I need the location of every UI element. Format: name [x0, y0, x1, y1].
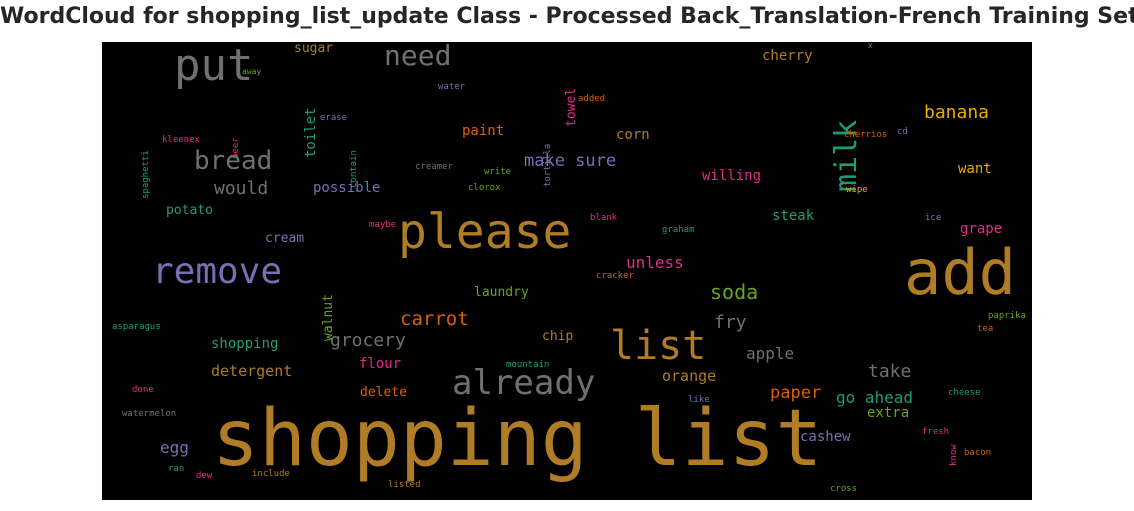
- word-possible: possible: [313, 180, 381, 196]
- word-willing: willing: [702, 168, 762, 184]
- word-blank: blank: [590, 213, 618, 223]
- word-graham: graham: [662, 225, 695, 235]
- word-need: need: [384, 42, 452, 72]
- word-towel: towel: [564, 87, 579, 127]
- word-steak: steak: [772, 208, 815, 224]
- word-cracker: cracker: [596, 271, 634, 281]
- word-unless: unless: [626, 253, 684, 272]
- word-shopping: shopping: [211, 336, 279, 352]
- word-water: water: [438, 82, 466, 92]
- word-add: add: [904, 236, 1016, 309]
- word-carrot: carrot: [400, 308, 469, 330]
- word-paint: paint: [462, 123, 505, 139]
- word-corn: corn: [616, 127, 650, 143]
- word-egg: egg: [160, 438, 189, 457]
- word-remove: remove: [152, 251, 283, 292]
- word-write: write: [484, 167, 512, 177]
- word-grocery: grocery: [330, 330, 406, 351]
- word-added: added: [578, 94, 606, 104]
- word-spaghetti: spaghetti: [141, 149, 151, 199]
- word-cherrios: cherrios: [844, 130, 888, 140]
- word-dew: dew: [196, 471, 213, 481]
- word-delete: delete: [360, 385, 407, 400]
- word-like: like: [688, 395, 710, 405]
- word-walnut: walnut: [321, 293, 336, 341]
- word-grape: grape: [960, 221, 1003, 237]
- word-list: list: [610, 323, 707, 369]
- word-watermelon: watermelon: [122, 409, 177, 419]
- word-tortilla: tortilla: [543, 143, 553, 188]
- word-listed: listed: [388, 480, 421, 490]
- word-put: put: [174, 42, 254, 91]
- word-clorox: clorox: [468, 183, 501, 193]
- word-cross: cross: [830, 484, 858, 494]
- word-go-ahead: go ahead: [836, 388, 914, 407]
- word-wipe: wipe: [846, 185, 868, 195]
- word-fry: fry: [714, 312, 747, 333]
- word-bread: bread: [194, 146, 273, 176]
- word-take: take: [868, 361, 912, 382]
- word-please: please: [398, 204, 572, 260]
- word-ran: ran: [168, 464, 185, 474]
- word-creamer: creamer: [415, 162, 453, 172]
- word-contain: contain: [349, 149, 359, 188]
- word-orange: orange: [662, 367, 717, 385]
- word-laundry: laundry: [474, 285, 529, 300]
- word-cream: cream: [265, 231, 305, 246]
- word-cherry: cherry: [762, 48, 813, 64]
- word-cd: cd: [897, 127, 908, 137]
- word-x: x: [868, 42, 873, 50]
- word-potato: potato: [166, 203, 213, 218]
- word-kleenex: kleenex: [162, 135, 200, 145]
- word-fresh: fresh: [922, 427, 950, 437]
- word-flour: flour: [359, 356, 402, 372]
- word-already: already: [452, 363, 596, 403]
- word-include: include: [252, 469, 290, 479]
- word-make-sure: make sure: [524, 151, 617, 171]
- word-banana: banana: [924, 102, 990, 123]
- word-apple: apple: [746, 344, 795, 363]
- word-paprika: paprika: [988, 311, 1026, 321]
- word-would: would: [214, 178, 269, 199]
- word-asparagus: asparagus: [112, 322, 161, 332]
- word-away: away: [242, 67, 262, 76]
- word-toilet: toilet: [303, 107, 319, 159]
- word-beer: beer: [231, 136, 241, 159]
- word-extra: extra: [867, 405, 910, 421]
- word-want: want: [958, 161, 992, 177]
- word-cheese: cheese: [948, 388, 981, 398]
- word-mountain: mountain: [506, 360, 550, 370]
- word-chip: chip: [542, 329, 574, 344]
- word-erase: erase: [320, 113, 348, 123]
- word-sugar: sugar: [294, 42, 334, 56]
- word-cloud-canvas: shopping list add please remove list put alrea…: [102, 42, 1032, 500]
- word-maybe: maybe: [369, 220, 397, 230]
- word-soda: soda: [710, 280, 759, 304]
- word-cashew: cashew: [800, 429, 851, 445]
- word-ice: ice: [925, 213, 942, 223]
- word-know: know: [949, 443, 959, 466]
- chart-title: WordCloud for shopping_list_update Class…: [0, 4, 1134, 29]
- word-paper: paper: [770, 383, 822, 403]
- word-shopping-list: shopping list: [212, 394, 823, 484]
- word-detergent: detergent: [211, 362, 293, 380]
- word-done: done: [132, 385, 154, 395]
- word-tea: tea: [977, 324, 994, 334]
- word-bacon: bacon: [964, 448, 992, 458]
